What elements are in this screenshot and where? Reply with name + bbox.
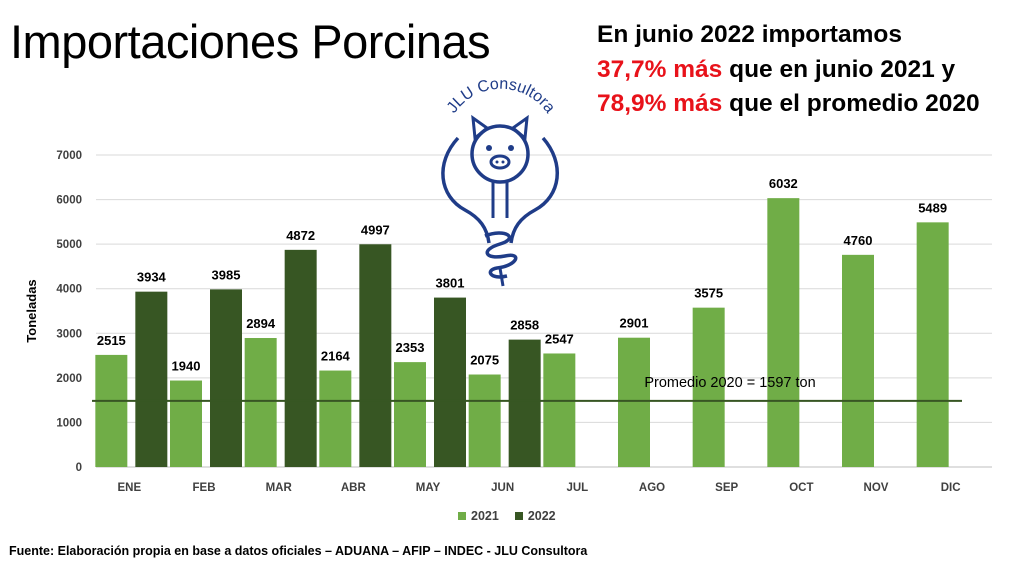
bar-2021-jul [543, 353, 576, 467]
bar-2021-sep [692, 307, 725, 467]
headline-line2: que en junio 2021 y [722, 55, 956, 83]
legend-label-2021: 2021 [471, 509, 499, 523]
data-label: 2164 [321, 349, 351, 364]
bar-2021-dic [916, 222, 949, 467]
legend-label-2022: 2022 [527, 509, 556, 523]
data-label: 2894 [246, 316, 276, 331]
bar-2021-jun [468, 374, 501, 467]
average-line-label: Promedio 2020 = 1597 ton [644, 375, 815, 391]
legend-item-2022: 2022 [514, 509, 556, 523]
y-tick-label: 2000 [56, 373, 82, 385]
legend-item-2021: 2021 [458, 509, 499, 523]
data-label: 6032 [769, 176, 798, 191]
legend-swatch-2021 [458, 512, 466, 520]
data-label: 2858 [510, 318, 539, 333]
y-tick-label: 6000 [56, 195, 82, 207]
page-title: Importaciones Porcinas [10, 15, 491, 68]
y-tick-label: 0 [76, 462, 82, 474]
x-tick-label: AGO [639, 482, 665, 494]
data-label: 2075 [470, 353, 499, 368]
data-label: 2901 [620, 316, 649, 331]
data-label: 1940 [172, 359, 201, 374]
x-tick-label: NOV [864, 482, 889, 494]
headline: En junio 2022 importamos 37,7% más que e… [597, 18, 1017, 122]
data-label: 2353 [396, 340, 425, 355]
x-tick-label: FEB [193, 482, 216, 494]
bar-2022-mar [284, 249, 317, 467]
bar-2021-may [394, 362, 426, 467]
data-label: 5489 [918, 200, 947, 215]
x-tick-label: SEP [715, 482, 738, 494]
bar-2021-nov [842, 254, 874, 467]
data-label: 3985 [212, 267, 241, 282]
y-tick-label: 5000 [56, 239, 82, 251]
x-tick-label: JUN [491, 482, 514, 494]
x-tick-label: ABR [341, 482, 367, 494]
data-label: 3801 [436, 276, 465, 291]
bar-2021-ago [618, 337, 650, 467]
logo-text: JLU Consultora [444, 76, 558, 117]
source-note: Fuente: Elaboración propia en base a dat… [9, 544, 588, 558]
bar-2022-abr [359, 244, 392, 467]
bar-2021-ene [95, 354, 128, 467]
headline-highlight-1: 37,7% más [597, 55, 723, 83]
lightbulb-pig-icon: JLU Consultora [441, 76, 559, 287]
bar-2021-abr [319, 370, 352, 467]
bar-2022-ene [135, 291, 168, 467]
headline-highlight-2: 78,9% más [597, 90, 723, 117]
data-label: 3575 [694, 286, 723, 301]
x-tick-label: OCT [789, 482, 813, 494]
data-label: 2515 [97, 333, 126, 348]
bar-2021-mar [244, 338, 277, 467]
y-tick-label: 3000 [56, 328, 82, 340]
x-tick-label: JUL [566, 482, 588, 494]
bar-2022-may [434, 297, 466, 467]
data-label: 4872 [286, 228, 315, 243]
legend-swatch-2022 [514, 512, 523, 520]
x-tick-label: MAR [266, 482, 293, 494]
bar-2021-feb [170, 380, 202, 467]
data-label: 4760 [844, 233, 873, 248]
x-tick-label: DIC [941, 482, 961, 494]
x-tick-label: MAY [416, 482, 441, 494]
chart-legend: 2021 2022 [458, 509, 556, 523]
y-tick-label: 1000 [56, 417, 82, 429]
data-label: 2547 [545, 331, 574, 346]
y-tick-label: 4000 [56, 284, 82, 296]
headline-line3: que el promedio 2020 [722, 90, 980, 117]
data-label: 4997 [361, 222, 390, 237]
headline-line1: En junio 2022 importamos [597, 21, 902, 48]
bar-2022-feb [210, 289, 242, 467]
x-tick-label: ENE [118, 482, 142, 494]
y-tick-label: 7000 [56, 150, 82, 162]
bar-2022-jun [508, 339, 541, 467]
bar-2021-oct [767, 198, 800, 467]
y-axis-label: Toneladas [24, 279, 39, 342]
data-label: 3934 [137, 270, 167, 285]
